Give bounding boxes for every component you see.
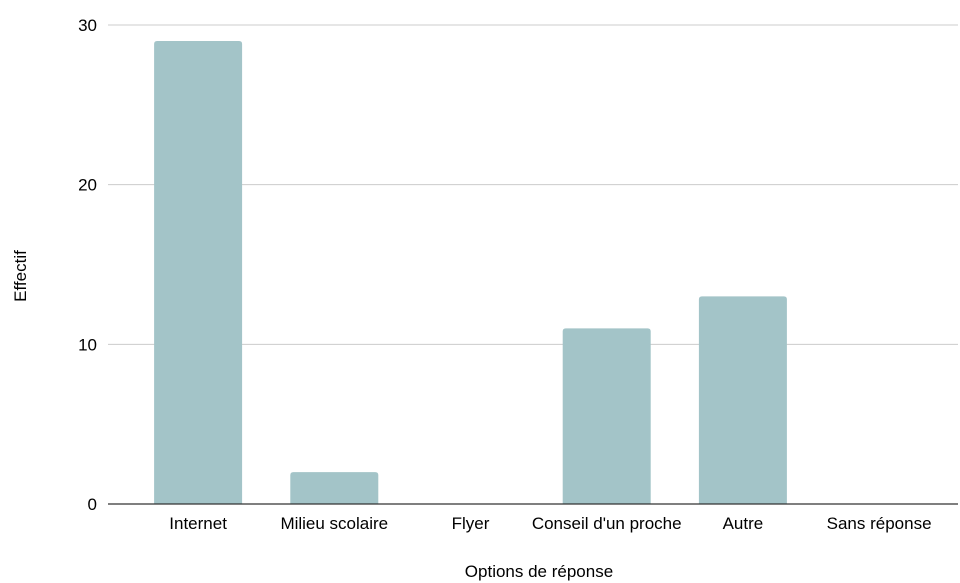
bar-internet (154, 40, 243, 504)
x-category-label: Flyer (452, 514, 490, 533)
y-tick-label: 10 (78, 335, 97, 354)
y-tick-label: 30 (78, 16, 97, 35)
bar-conseil-d-un-proche (562, 328, 651, 504)
x-category-label: Milieu scolaire (280, 514, 388, 533)
bars (154, 40, 787, 504)
x-category-label: Autre (723, 514, 764, 533)
y-axis-ticks: 0 10 20 30 (78, 16, 97, 514)
y-tick-label: 20 (78, 176, 97, 195)
x-category-label: Conseil d'un proche (532, 514, 682, 533)
y-axis-title: Effectif (11, 250, 30, 302)
gridlines (108, 24, 958, 345)
x-axis-title: Options de réponse (465, 562, 613, 581)
x-axis-categories: Internet Milieu scolaire Flyer Conseil d'un… (169, 514, 931, 533)
x-category-label: Sans réponse (827, 514, 932, 533)
bar-autre (698, 296, 787, 504)
x-category-label: Internet (169, 514, 227, 533)
bar-milieu-scolaire (290, 472, 379, 504)
y-tick-label: 0 (88, 495, 97, 514)
